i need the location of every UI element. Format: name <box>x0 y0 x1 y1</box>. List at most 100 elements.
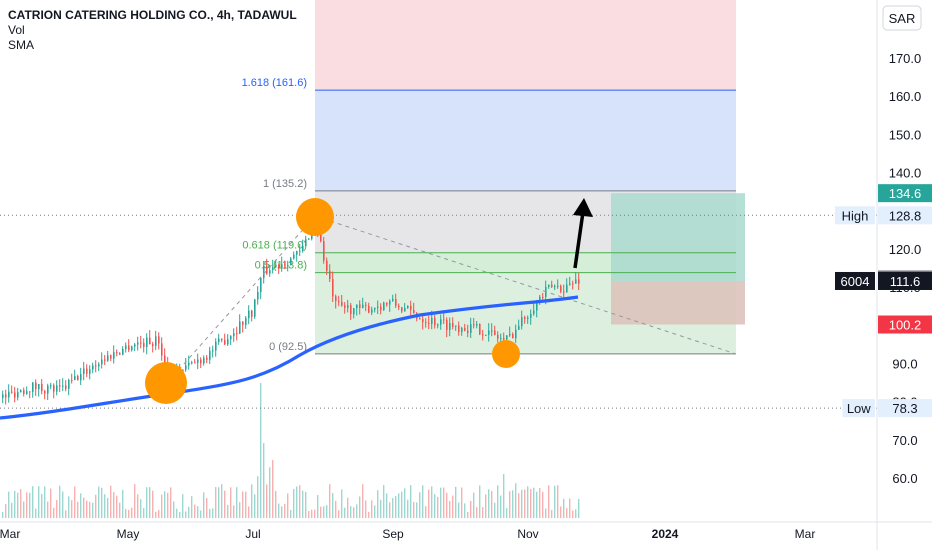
volume-bar <box>20 489 22 518</box>
candle-body <box>230 336 232 340</box>
candle-body <box>164 355 166 363</box>
volume-bar <box>329 484 331 518</box>
candle-body <box>425 322 427 324</box>
candle-body <box>308 238 310 240</box>
volume-bar <box>305 491 307 518</box>
candle-body <box>32 382 34 392</box>
volume-bar <box>59 485 61 518</box>
chart-overlays <box>0 198 877 420</box>
trend-line-up <box>167 215 316 383</box>
candle-body <box>380 306 382 311</box>
currency-button[interactable] <box>882 5 922 31</box>
candle-body <box>14 392 16 398</box>
volume-bar <box>125 508 127 518</box>
candle-body <box>323 241 325 261</box>
volume-bar <box>563 498 565 518</box>
volume-bar <box>260 383 262 518</box>
pivot-marker-high[interactable] <box>296 198 334 236</box>
candle-body <box>218 338 220 342</box>
candle-body <box>506 335 508 340</box>
candle-body <box>278 264 280 268</box>
candle-body <box>35 382 37 390</box>
candle-body <box>488 330 490 335</box>
candle-body <box>428 322 430 324</box>
volume-bar <box>188 506 190 518</box>
candle-body <box>137 342 139 345</box>
candle-body <box>566 284 568 293</box>
volume-bar <box>80 493 82 518</box>
volume-bar <box>140 499 142 518</box>
candle-body <box>80 374 82 381</box>
volume-bar <box>566 508 568 518</box>
price-tag-value: 111.6 <box>890 274 921 289</box>
candle-body <box>509 334 511 336</box>
volume-bar <box>8 491 10 518</box>
volume-bar <box>137 494 139 518</box>
time-axis[interactable]: Mar May Jul Sep Nov 2024 Mar <box>0 527 815 541</box>
volume-bar <box>152 490 154 518</box>
volume-bar <box>14 490 16 518</box>
volume-bar <box>458 502 460 518</box>
time-tick-label: 2024 <box>652 527 679 541</box>
candle-body <box>29 391 31 393</box>
volume-bar <box>95 494 97 518</box>
candle-body <box>2 394 4 398</box>
candle-body <box>350 305 352 315</box>
pivot-marker-retest[interactable] <box>492 340 520 368</box>
volume-bar <box>479 485 481 518</box>
candle-body <box>293 254 295 259</box>
volume-bar <box>101 487 103 518</box>
volume-bar <box>311 509 313 518</box>
volume-bar <box>464 503 466 518</box>
volume-bar <box>335 500 337 518</box>
price-axis[interactable]: SAR170.0160.0150.0140.0130.0120.0110.010… <box>882 5 922 486</box>
volume-bar <box>524 489 526 518</box>
candle-body <box>272 267 274 271</box>
volume-bar <box>362 484 364 518</box>
volume-bar <box>194 504 196 518</box>
candle-body <box>251 310 253 317</box>
volume-bar <box>221 484 223 518</box>
volume-bar <box>482 507 484 518</box>
candle-body <box>401 307 403 312</box>
candle-body <box>467 330 469 333</box>
candle-body <box>59 385 61 387</box>
volume-bar <box>17 492 19 518</box>
candle-body <box>302 246 304 251</box>
volume-bar <box>239 502 241 518</box>
volume-bar <box>407 499 409 518</box>
volume-bar <box>470 500 472 518</box>
legend-sma[interactable]: SMA <box>8 38 35 52</box>
candle-body <box>41 383 43 392</box>
legend-vol[interactable]: Vol <box>8 23 25 37</box>
volume-bar <box>398 493 400 518</box>
volume-bar <box>380 499 382 518</box>
candle-body <box>269 270 271 274</box>
candle-body <box>362 304 364 308</box>
volume-bar <box>314 509 316 518</box>
volume-bar <box>371 500 373 518</box>
candle-body <box>233 333 235 337</box>
candle-body <box>107 355 109 361</box>
currency-label[interactable]: SAR <box>889 11 916 26</box>
volume-bar <box>296 486 298 518</box>
time-tick-label: Nov <box>517 527 538 541</box>
volume-bar <box>431 486 433 518</box>
volume-bar <box>569 498 571 518</box>
candle-body <box>290 258 292 265</box>
price-tick-label: 170.0 <box>889 51 922 66</box>
candle-body <box>152 344 154 346</box>
candle-body <box>287 264 289 266</box>
candle-body <box>65 385 67 389</box>
candle-body <box>353 308 355 315</box>
volume-bar <box>29 492 31 518</box>
candle-body <box>281 264 283 268</box>
candle-body <box>392 298 394 301</box>
volume-bar <box>503 473 505 518</box>
volume-bar <box>179 511 181 518</box>
pivot-marker-low[interactable] <box>145 362 187 404</box>
volume-bar <box>116 495 118 518</box>
volume-bar <box>500 495 502 518</box>
